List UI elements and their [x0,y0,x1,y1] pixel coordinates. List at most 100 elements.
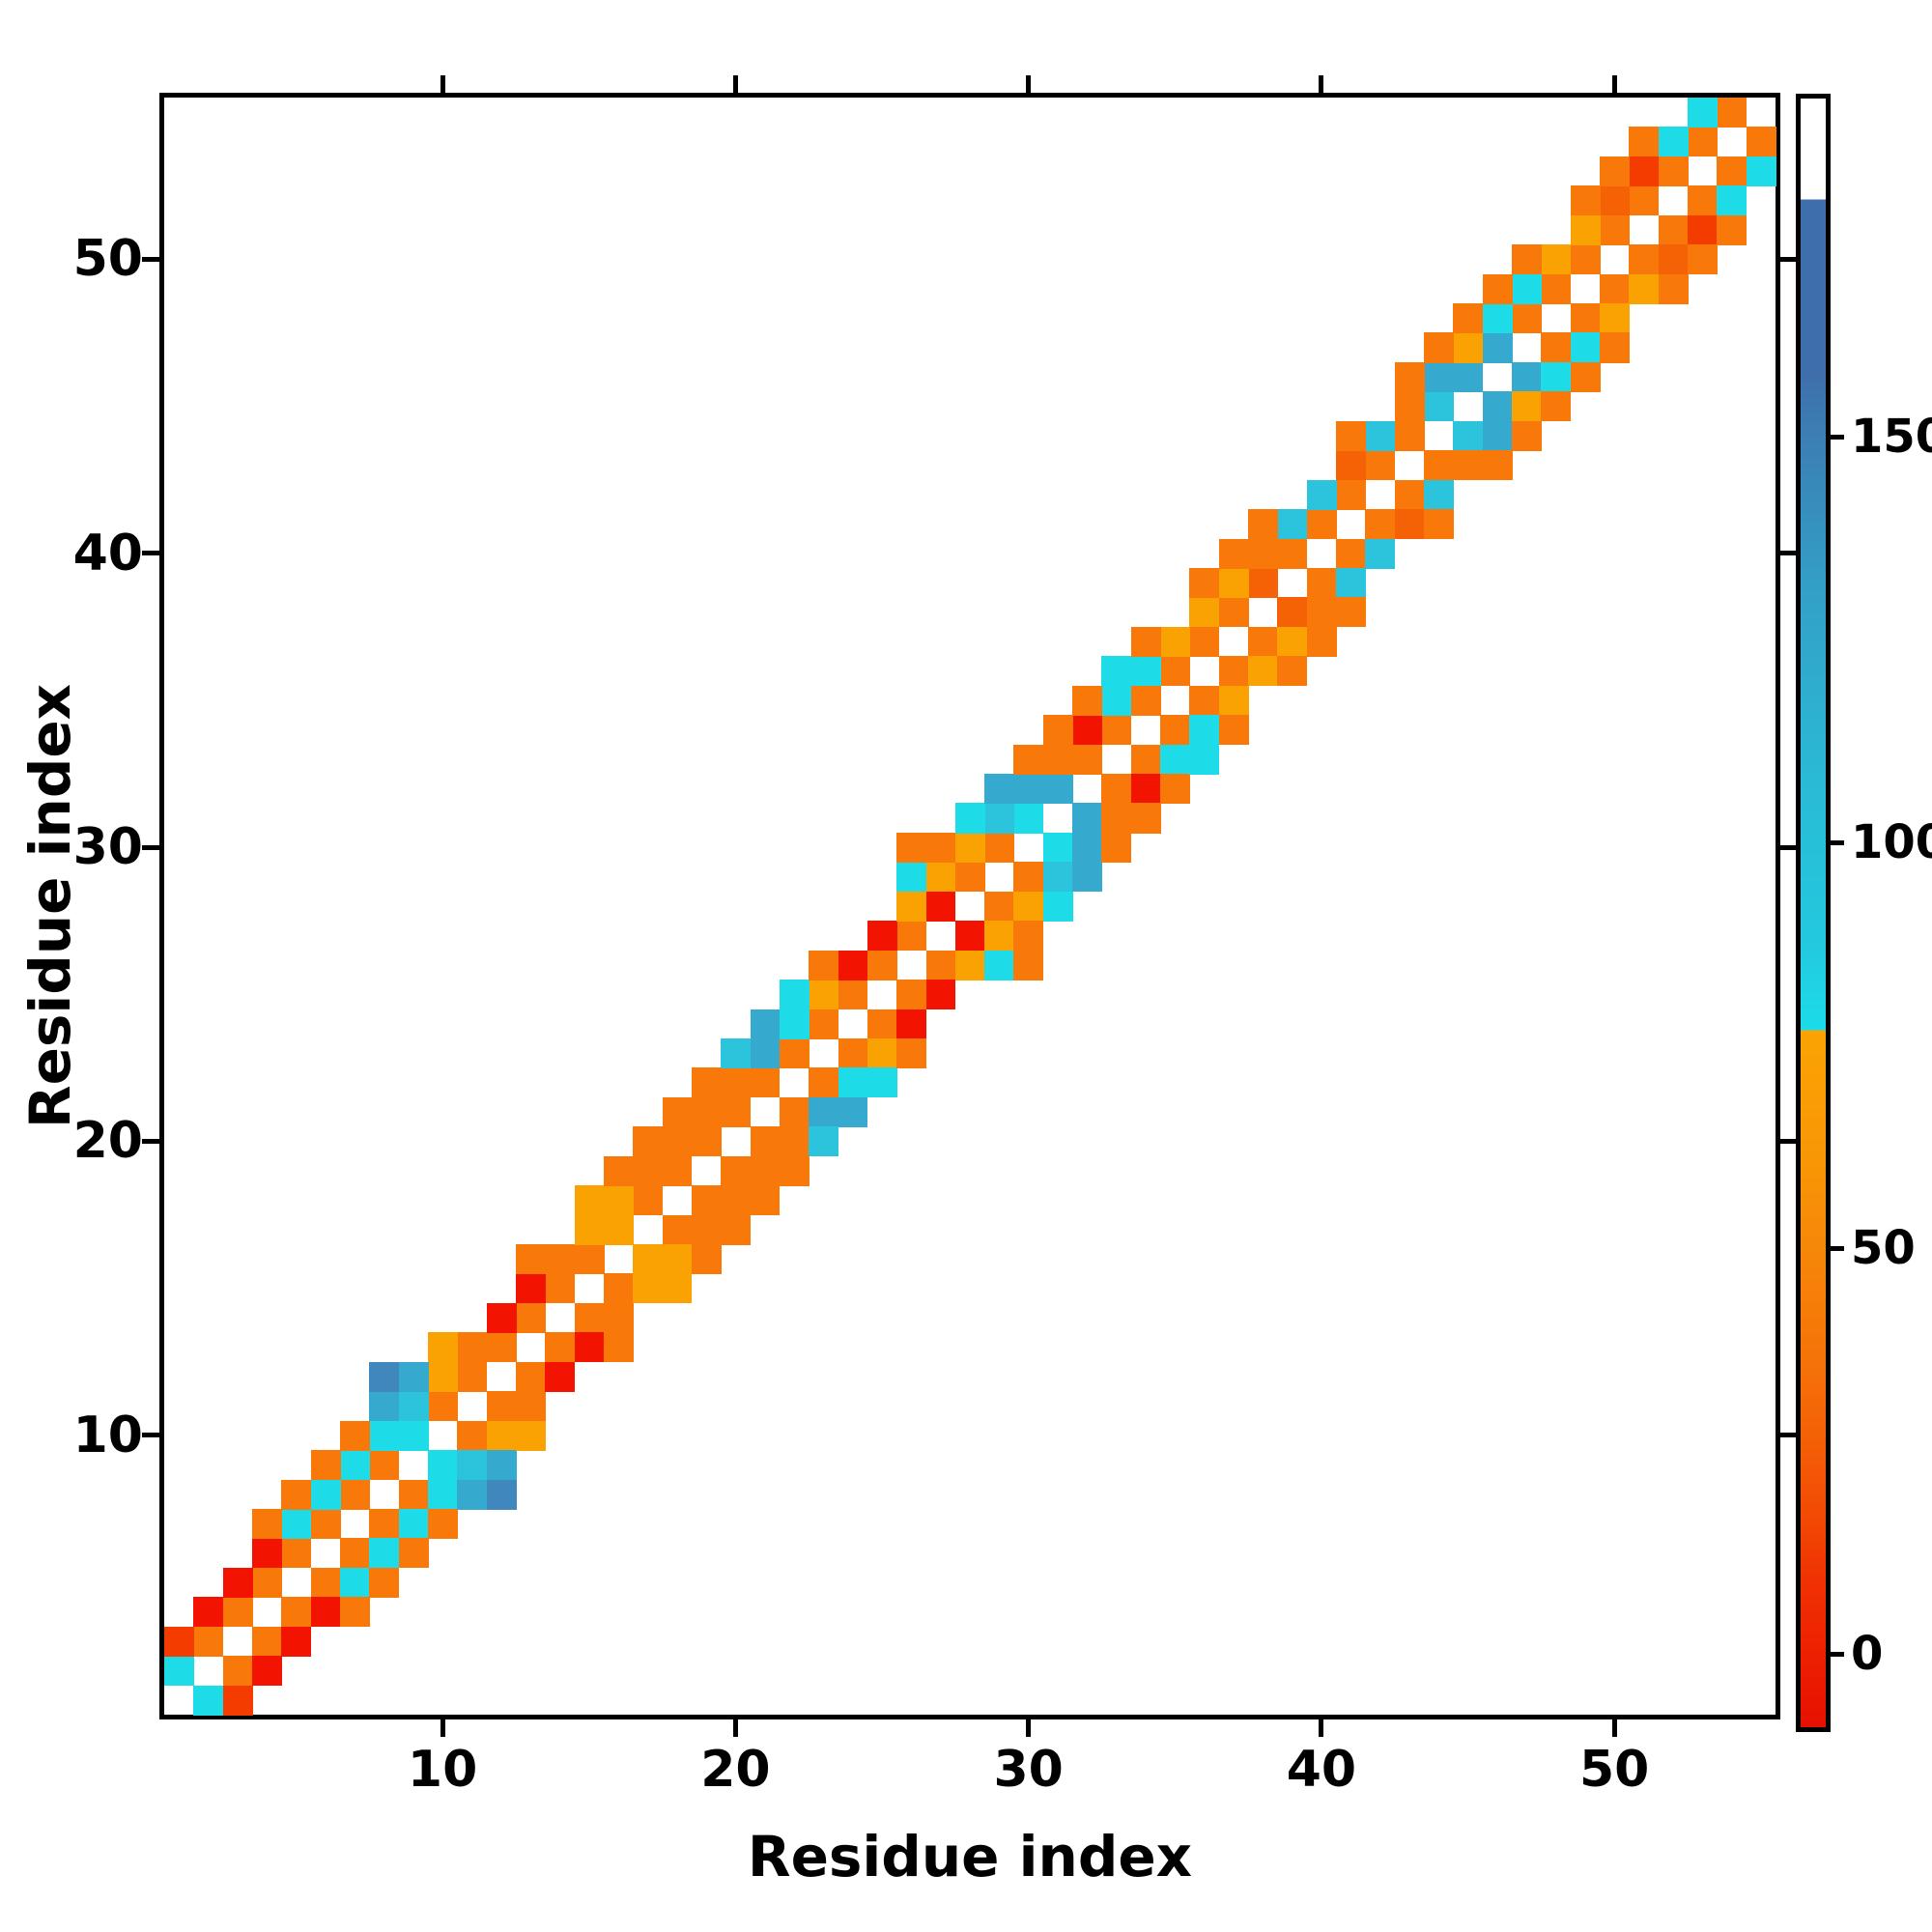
heatmap-cell [1042,832,1073,863]
heatmap-cell [1130,685,1161,716]
heatmap-cell [1013,862,1044,893]
heatmap-cell [838,1037,868,1068]
heatmap-cell [1072,862,1103,893]
heatmap-cell [1160,715,1191,746]
tick-mark [1780,256,1798,262]
heatmap-cell [515,1391,546,1422]
heatmap-cell [691,1126,722,1157]
heatmap-cell [1072,803,1103,834]
colorbar-tick-label: 150 [1851,410,1932,464]
heatmap-cell [633,1185,664,1216]
heatmap-cell [545,1273,576,1304]
heatmap-cell [721,1037,752,1068]
heatmap-cell [281,1479,312,1510]
heatmap-cell [896,862,927,893]
heatmap-cell [867,950,897,980]
heatmap-cell [251,1656,282,1687]
heatmap-cell [1658,156,1689,186]
heatmap-cell [779,1155,810,1186]
heatmap-cell [603,1155,634,1186]
heatmap-cell [1688,214,1718,245]
heatmap-cell [1600,273,1630,304]
heatmap-cell [984,891,1015,922]
heatmap-cell [1336,567,1366,598]
heatmap-cell [369,1420,400,1451]
heatmap-cell [1189,567,1220,598]
tick-mark [1780,1138,1798,1144]
heatmap-cell [1482,391,1513,422]
heatmap-cell [1277,626,1308,657]
heatmap-cell [1365,450,1396,481]
heatmap-cell [633,1273,664,1304]
heatmap-cell [1101,715,1132,746]
heatmap-cell [1541,332,1572,363]
heatmap-cell [427,1361,458,1392]
heatmap-cell [1277,597,1308,628]
heatmap-cell [1189,715,1220,746]
heatmap-cell [1072,715,1103,746]
heatmap-cell [222,1656,253,1687]
heatmap-cell [984,803,1015,834]
heatmap-cell [867,1037,897,1068]
tick-mark [1780,1433,1798,1438]
heatmap-cell [251,1538,282,1569]
x-axis-label: Residue index [747,1824,1193,1889]
heatmap-cell [925,862,956,893]
heatmap-cell [838,980,868,1010]
heatmap-cell [1600,156,1630,186]
heatmap-cell [1394,361,1425,392]
heatmap-cell [486,1479,517,1510]
heatmap-cell [545,1361,576,1392]
colorbar-tick-label: 100 [1851,815,1932,869]
heatmap-cell [1482,332,1513,363]
heatmap-cell [1013,950,1044,980]
heatmap-cell [1365,538,1396,569]
heatmap-cell [1394,391,1425,422]
heatmap-cell [1629,273,1660,304]
heatmap-cell [1688,244,1718,275]
heatmap-cell [1336,538,1366,569]
heatmap-cell [1512,273,1542,304]
heatmap-cell [750,1067,781,1098]
heatmap-cell [339,1597,370,1628]
heatmap-cell [691,1185,722,1216]
heatmap-cell [1160,744,1191,775]
x-tick-label: 50 [1579,1741,1650,1799]
heatmap-cell [515,1302,546,1333]
colorbar-tick-label: 50 [1851,1221,1916,1275]
heatmap-cell [1277,656,1308,687]
y-tick-label: 30 [72,818,143,877]
heatmap-cell [925,980,956,1010]
heatmap-cell [164,1626,194,1657]
tick-mark [1611,75,1617,93]
tick-mark [1780,551,1798,556]
heatmap-cell [1688,127,1718,157]
heatmap-cell [779,1096,810,1127]
heatmap-cell [1189,626,1220,657]
heatmap-cell [574,1332,605,1363]
heatmap-cell [1101,774,1132,805]
heatmap-cell [1453,332,1484,363]
heatmap-cell [1512,244,1542,275]
heatmap-cell [281,1538,312,1569]
heatmap-cell [603,1214,634,1245]
heatmap-cell [574,1214,605,1245]
y-tick-label: 20 [72,1112,143,1171]
heatmap-cell [662,1126,693,1157]
heatmap-cell [1600,185,1630,216]
heatmap-cell [457,1332,488,1363]
colorbar-tick-mark [1831,1245,1844,1251]
heatmap-cell [1306,567,1337,598]
heatmap-cell [809,1096,839,1127]
heatmap-cell [1130,744,1161,775]
heatmap-cell [486,1332,517,1363]
heatmap-cell [1629,185,1660,216]
heatmap-cell [750,1009,781,1039]
heatmap-cell [809,1009,839,1039]
heatmap-cell [310,1508,341,1539]
heatmap-cell [1570,214,1601,245]
heatmap-cell [1482,273,1513,304]
heatmap-cell [1453,303,1484,334]
heatmap-cell [427,1391,458,1422]
heatmap-cell [867,1009,897,1039]
